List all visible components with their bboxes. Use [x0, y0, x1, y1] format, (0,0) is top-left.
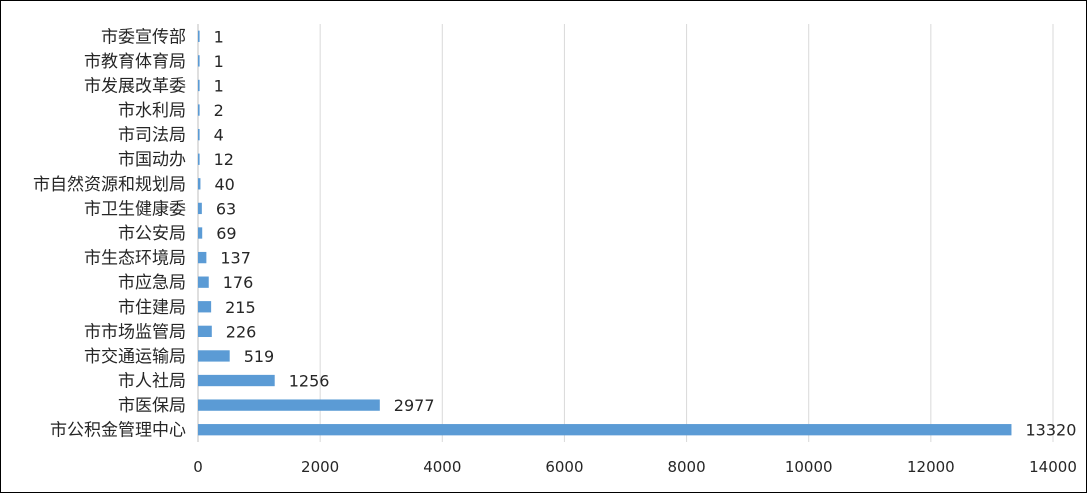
category-label: 市卫生健康委: [84, 199, 186, 219]
data-label: 137: [220, 249, 251, 268]
x-tick-label: 10000: [785, 458, 833, 476]
data-label: 176: [223, 273, 254, 292]
data-label: 2: [214, 101, 224, 120]
category-label: 市司法局: [118, 126, 186, 146]
data-label: 226: [226, 322, 257, 341]
x-tick-label: 0: [193, 458, 203, 476]
x-tick-label: 2000: [301, 458, 339, 476]
bar: [198, 30, 200, 42]
x-tick-label: 6000: [545, 458, 583, 476]
bar: [198, 374, 275, 387]
x-tick-label: 4000: [423, 458, 461, 476]
x-tick-label: 8000: [667, 458, 705, 476]
bar: [198, 251, 207, 264]
bar: [198, 104, 200, 116]
data-label: 13320: [1025, 421, 1076, 440]
bar: [198, 79, 200, 92]
bar: [198, 276, 209, 288]
bar: [198, 325, 212, 338]
data-label: 69: [216, 224, 236, 243]
bar: [198, 128, 200, 141]
bar: [198, 202, 202, 215]
data-label: 1: [214, 76, 224, 95]
category-label: 市国动办: [118, 150, 186, 170]
bar: [198, 399, 380, 411]
data-label: 40: [214, 175, 234, 194]
bar: [198, 350, 230, 362]
data-label: 4: [214, 126, 224, 145]
bar: [198, 424, 1012, 436]
bar: [198, 301, 212, 313]
category-label: 市公安局: [118, 224, 186, 244]
category-label: 市应急局: [118, 273, 186, 293]
category-label: 市公积金管理中心: [50, 421, 186, 441]
category-label: 市医保局: [118, 396, 186, 416]
category-label: 市市场监管局: [84, 322, 186, 342]
data-label: 1256: [289, 372, 330, 391]
bar: [198, 55, 200, 67]
category-label: 市交通运输局: [84, 347, 186, 367]
x-tick-label: 12000: [907, 458, 955, 476]
bar: [198, 227, 203, 239]
data-label: 12: [214, 150, 234, 169]
category-label: 市水利局: [118, 101, 186, 121]
category-label: 市委宣传部: [101, 27, 186, 47]
category-label: 市人社局: [118, 372, 186, 392]
data-label: 2977: [394, 396, 435, 415]
bar: [198, 153, 200, 165]
category-label: 市教育体育局: [84, 52, 186, 72]
category-label: 市生态环境局: [84, 249, 186, 269]
data-label: 1: [214, 52, 224, 71]
category-label: 市住建局: [118, 298, 186, 318]
category-label: 市发展改革委: [84, 76, 186, 96]
x-tick-label: 14000: [1029, 458, 1077, 476]
data-label: 519: [244, 347, 275, 366]
bar: [198, 178, 201, 190]
category-label: 市自然资源和规划局: [33, 175, 186, 195]
data-label: 215: [225, 298, 256, 317]
data-label: 1: [214, 27, 224, 46]
data-label: 63: [216, 199, 236, 218]
